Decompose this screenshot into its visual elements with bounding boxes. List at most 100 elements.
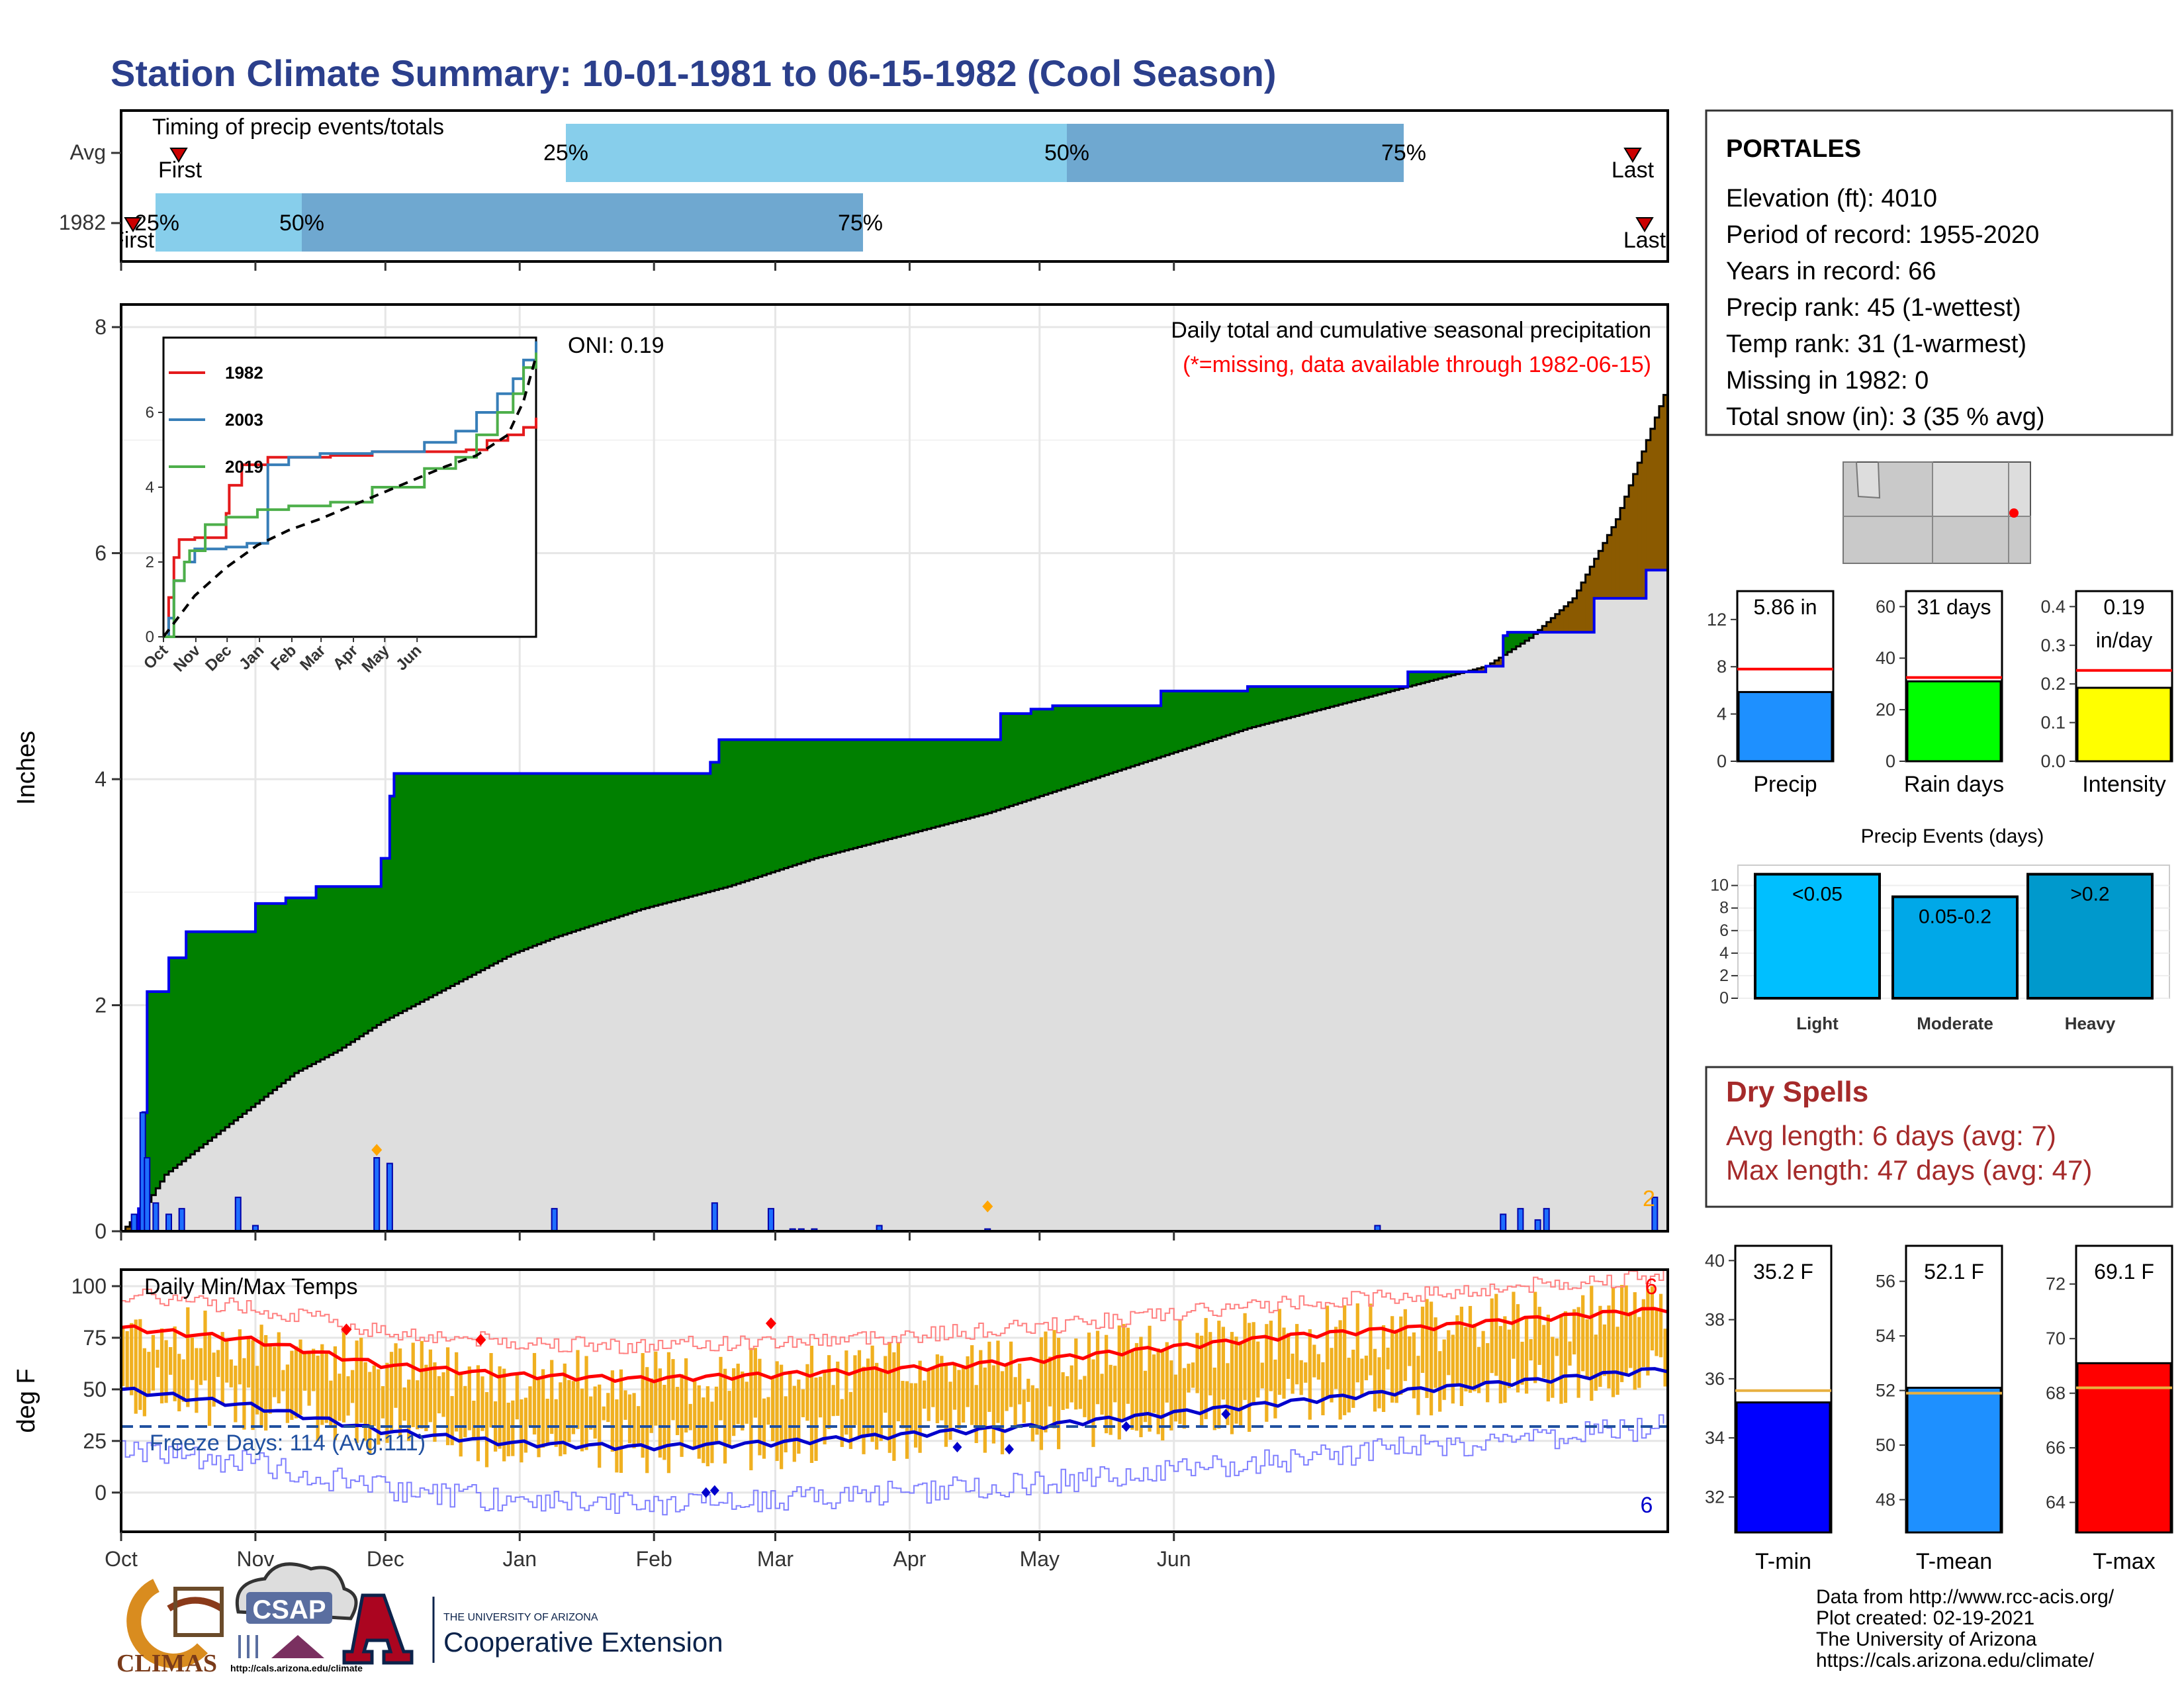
above-average-fill xyxy=(1130,706,1136,767)
above-average-fill xyxy=(277,903,282,1087)
daily-temp-bar xyxy=(203,1310,207,1381)
daily-temp-bar xyxy=(1507,1329,1512,1389)
above-average-fill xyxy=(567,773,572,933)
daily-temp-bar xyxy=(480,1376,484,1431)
daily-temp-bar xyxy=(541,1369,545,1448)
daily-temp-bar xyxy=(1351,1349,1355,1408)
daily-temp-bar xyxy=(780,1364,784,1470)
daily-temp-bar xyxy=(1226,1363,1230,1425)
above-average-fill xyxy=(1161,690,1166,757)
above-average-fill xyxy=(952,739,958,822)
daily-temp-bar xyxy=(186,1307,190,1407)
above-average-fill xyxy=(831,739,837,854)
above-average-fill xyxy=(732,739,737,886)
daily-temp-bar xyxy=(1650,1286,1655,1351)
above-average-fill xyxy=(259,903,265,1100)
station-line-elevation: Elevation (ft): 4010 xyxy=(1726,185,1937,212)
temp-y-tick-label: 100 xyxy=(71,1274,107,1298)
daily-temp-bar xyxy=(1230,1332,1234,1434)
above-average-fill xyxy=(749,739,754,880)
daily-temp-bar xyxy=(1056,1337,1061,1450)
daily-temp-bar xyxy=(246,1337,251,1388)
above-average-fill xyxy=(264,903,269,1097)
below-average-fill xyxy=(1641,451,1647,598)
daily-temp-bar xyxy=(996,1340,1000,1423)
daily-temp-bar xyxy=(1459,1306,1464,1407)
above-average-fill xyxy=(705,773,711,892)
daily-temp-bar xyxy=(1048,1356,1052,1407)
daily-temp-bar xyxy=(623,1390,627,1420)
daily-temp-bar xyxy=(177,1354,181,1412)
temp-y-tick-label: 75 xyxy=(83,1326,107,1350)
above-average-fill xyxy=(1304,686,1309,714)
above-average-fill xyxy=(1369,686,1374,697)
daily-temp-bar xyxy=(1087,1333,1091,1423)
daily-temp-bar xyxy=(1338,1320,1342,1420)
daily-temp-bar xyxy=(1195,1333,1199,1393)
above-average-fill xyxy=(1273,686,1279,722)
above-average-fill xyxy=(1173,690,1179,753)
timing-row-1982-label: 1982 xyxy=(59,211,106,234)
daily-temp-bar xyxy=(329,1380,333,1428)
daily-temp-bar xyxy=(775,1361,779,1462)
daily-temp-bar xyxy=(121,1328,125,1386)
daily-temp-bar xyxy=(619,1369,623,1474)
mini-bar-label: Intensity xyxy=(2082,772,2166,797)
above-average-fill xyxy=(1087,706,1092,781)
above-average-fill xyxy=(627,773,633,914)
daily-temp-bar xyxy=(273,1346,277,1397)
above-average-fill xyxy=(1230,690,1235,734)
dry-spells-max: Max length: 47 days (avg: 47) xyxy=(1726,1154,2092,1186)
daily-temp-bar xyxy=(961,1366,966,1423)
daily-temp-bar xyxy=(181,1359,185,1402)
events-y-tick-label: 10 xyxy=(1710,876,1729,895)
daily-temp-bar xyxy=(130,1323,134,1395)
daily-temp-bar xyxy=(1494,1293,1498,1376)
above-average-fill xyxy=(290,898,295,1077)
above-average-fill xyxy=(1226,690,1231,735)
daily-temp-bar xyxy=(545,1398,549,1444)
daily-temp-bar xyxy=(1420,1306,1425,1373)
above-average-fill xyxy=(1095,706,1101,778)
above-average-fill xyxy=(935,739,940,827)
daily-temp-bar xyxy=(1251,1322,1255,1403)
above-average-fill xyxy=(615,773,620,918)
above-average-fill xyxy=(1373,686,1379,696)
daily-temp-bar xyxy=(1555,1338,1559,1356)
events-y-tick-label: 0 xyxy=(1719,989,1729,1008)
daily-temp-bar xyxy=(866,1358,870,1435)
daily-temp-bar xyxy=(195,1348,199,1413)
precip-y-ticks: 0 2 4 6 8 xyxy=(95,315,121,1243)
above-average-fill xyxy=(528,773,533,948)
above-average-fill xyxy=(848,739,854,849)
daily-temp-bar xyxy=(268,1344,272,1414)
above-average-fill xyxy=(987,739,993,814)
mini-bar-y-tick-label: 0.2 xyxy=(2040,674,2066,694)
precip-event-bar-label: <0.05 xyxy=(1792,884,1843,906)
daily-temp-bar xyxy=(979,1350,983,1430)
below-average-fill xyxy=(1542,626,1547,633)
daily-temp-bar xyxy=(770,1376,775,1442)
above-average-fill xyxy=(1507,632,1512,652)
daily-temp-bar xyxy=(437,1376,441,1414)
above-average-fill xyxy=(814,739,819,859)
above-average-fill xyxy=(1182,690,1187,750)
above-average-fill xyxy=(1100,706,1105,776)
above-average-fill xyxy=(216,931,222,1135)
daily-temp-bar xyxy=(1611,1288,1615,1397)
precip-area-layers xyxy=(121,383,1669,1233)
above-average-fill xyxy=(948,739,954,823)
above-average-fill xyxy=(532,773,538,946)
daily-temp-bar xyxy=(887,1342,891,1453)
daily-temp-bar xyxy=(1516,1304,1520,1393)
daily-temp-bar xyxy=(1537,1307,1541,1365)
below-average-fill xyxy=(1637,463,1643,598)
record-high-marker xyxy=(765,1317,776,1330)
above-average-fill xyxy=(537,773,542,945)
temp-summary-y-tick-label: 66 xyxy=(2046,1438,2066,1458)
above-average-fill xyxy=(961,739,967,820)
daily-temp-bar xyxy=(1438,1351,1442,1412)
above-average-fill xyxy=(1512,632,1517,649)
station-line-period: Period of record: 1955-2020 xyxy=(1726,221,2039,249)
above-average-fill xyxy=(523,773,529,950)
